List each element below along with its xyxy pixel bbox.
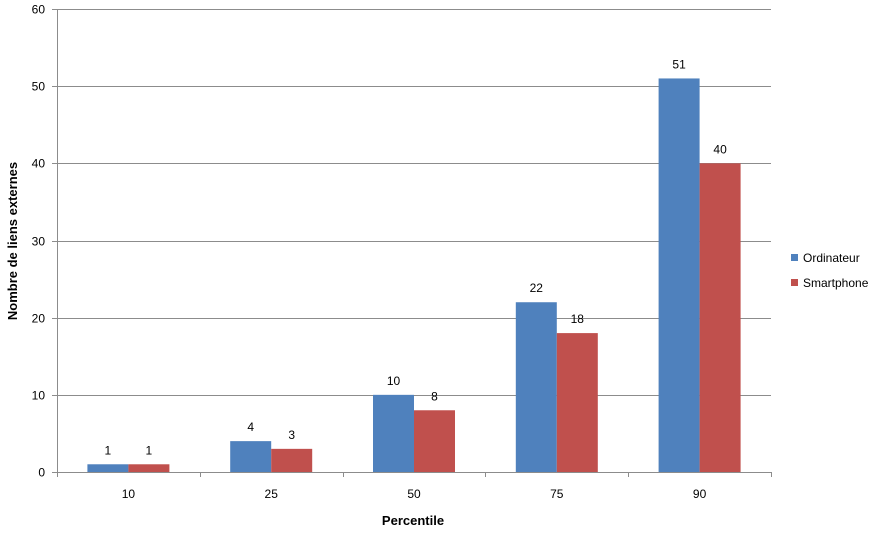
bar-smartphone-75 [556, 333, 598, 472]
legend-label-smartphone: Smartphone [803, 276, 869, 290]
y-tick-label: 0 [38, 466, 45, 480]
x-axis-title: Percentile [382, 513, 444, 528]
tick-labels: 0 10 20 30 40 50 60 10 25 50 75 90 [32, 3, 707, 502]
data-label-ordinateur-25: 4 [247, 420, 254, 434]
y-tick-label: 10 [32, 389, 46, 403]
bar-ordinateur-75 [515, 302, 557, 472]
legend-label-ordinateur: Ordinateur [803, 251, 860, 265]
y-axis-title: Nombre de liens externes [5, 162, 20, 320]
bar-ordinateur-90 [658, 78, 700, 472]
y-tick-label: 50 [32, 80, 46, 94]
x-tick-label: 50 [407, 487, 421, 501]
x-tick-label: 10 [122, 487, 136, 501]
data-label-ordinateur-50: 10 [387, 374, 401, 388]
y-tick-label: 40 [32, 157, 46, 171]
data-label-smartphone-90: 40 [713, 142, 727, 156]
legend-swatch-ordinateur [791, 254, 798, 261]
y-tick-label: 20 [32, 312, 46, 326]
bar-ordinateur-10 [87, 464, 129, 472]
bar-smartphone-10 [128, 464, 170, 472]
data-label-smartphone-50: 8 [431, 389, 438, 403]
data-label-smartphone-25: 3 [288, 428, 295, 442]
y-tick-label: 30 [32, 235, 46, 249]
data-label-ordinateur-10: 1 [105, 443, 112, 457]
x-tick-label: 90 [693, 487, 707, 501]
gridlines [57, 9, 771, 396]
data-label-ordinateur-90: 51 [672, 57, 686, 71]
legend: Ordinateur Smartphone [791, 251, 869, 290]
bar-smartphone-25 [271, 448, 313, 472]
data-label-smartphone-10: 1 [146, 443, 153, 457]
data-label-smartphone-75: 18 [571, 312, 585, 326]
bar-ordinateur-25 [230, 441, 272, 472]
y-tick-label: 60 [32, 3, 46, 17]
bar-smartphone-50 [414, 410, 455, 472]
data-labels: 1 1 4 3 10 8 22 18 51 40 [105, 57, 728, 457]
bars [87, 78, 741, 473]
bar-smartphone-90 [699, 163, 741, 473]
axes [52, 9, 772, 477]
x-tick-label: 75 [550, 487, 564, 501]
data-label-ordinateur-75: 22 [530, 281, 544, 295]
legend-swatch-smartphone [791, 279, 798, 286]
x-tick-label: 25 [265, 487, 279, 501]
bar-ordinateur-50 [373, 394, 414, 472]
